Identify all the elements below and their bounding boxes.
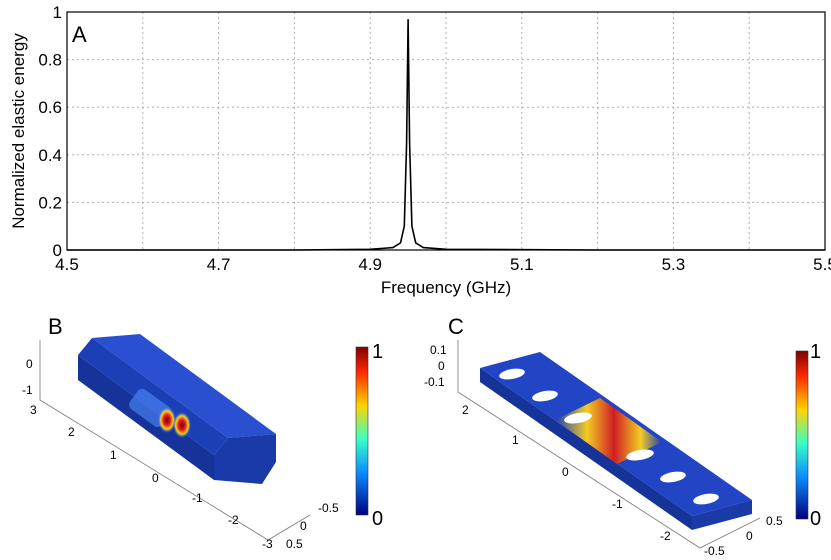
panel-b-colorbar <box>355 346 369 516</box>
panel-c-xtick: -0.5 <box>704 544 725 558</box>
y-tick-label: 1 <box>53 3 62 22</box>
panel-b-hotspot-left <box>158 407 176 433</box>
panel-c-hole <box>532 390 558 402</box>
panel-b-beam <box>78 334 276 484</box>
panel-c-beam <box>480 352 752 530</box>
y-tick-label: 0.6 <box>38 98 62 117</box>
panel-b-colorbar-max: 1 <box>372 341 383 363</box>
panel-a-chart: 0 0.2 0.4 0.6 0.8 1 4.5 4.7 4.9 5.1 5.3 5.5 A Frequ… <box>9 3 831 297</box>
panel-b-hotspot-right <box>173 412 191 438</box>
panel-b-tick-labels: 0 -1 3 2 1 0 -1 -2 -3 -0.5 0 0.5 <box>22 357 339 551</box>
panel-b-ytick: -2 <box>228 513 239 527</box>
panel-c-ytick: -2 <box>660 529 671 543</box>
panel-c-xtick: 0.5 <box>766 514 783 528</box>
x-tick-label: 5.1 <box>510 255 534 274</box>
x-tick-label: 5.5 <box>813 255 831 274</box>
panel-c-ytick: 2 <box>462 403 469 417</box>
panel-b-ytick: 0 <box>152 471 159 485</box>
panel-b-axes <box>39 340 311 541</box>
x-tick-label: 5.3 <box>662 255 686 274</box>
panel-c-xtick: 0 <box>746 529 753 543</box>
panel-c-label: C <box>448 314 464 339</box>
panel-c-hole <box>564 412 592 424</box>
panel-c-ztick: 0 <box>438 359 445 373</box>
y-tick-label: 0.4 <box>38 146 62 165</box>
x-axis-label: Frequency (GHz) <box>381 278 511 297</box>
y-tick-label: 0.2 <box>38 193 62 212</box>
panel-b-figure: B 0 -1 3 2 1 0 -1 -2 -3 -0.5 0 0.5 1 0 <box>22 314 383 551</box>
panel-b-colorbar-min: 0 <box>372 508 383 530</box>
panel-b-ytick: -3 <box>262 537 273 551</box>
panel-b-ytick: 3 <box>30 403 37 417</box>
panel-c-axes <box>457 340 761 549</box>
x-tick-label: 4.9 <box>358 255 382 274</box>
panel-c-ztick: 0.1 <box>430 343 447 357</box>
x-tick-label: 4.7 <box>207 255 231 274</box>
y-tick-label: 0 <box>53 241 62 260</box>
panel-c-colorbar-max: 1 <box>810 341 821 363</box>
panel-c-hole <box>626 449 654 461</box>
panel-b-label: B <box>48 314 63 339</box>
panel-a-grid <box>67 12 825 250</box>
panel-c-hole <box>693 493 719 505</box>
y-axis-label: Normalized elastic energy <box>9 33 28 229</box>
panel-b-ytick: -1 <box>192 491 203 505</box>
panel-a-ticks: 0 0.2 0.4 0.6 0.8 1 4.5 4.7 4.9 5.1 5.3 5.5 <box>38 3 831 274</box>
panel-c-ytick: 0 <box>562 465 569 479</box>
panel-b-ztick: 0 <box>26 357 33 371</box>
y-tick-label: 0.8 <box>38 51 62 70</box>
panel-b-ytick: 1 <box>110 448 117 462</box>
panel-c-ytick: -1 <box>612 497 623 511</box>
panel-c-hole <box>499 368 525 380</box>
panel-c-colorbar <box>795 350 809 520</box>
panel-c-ytick: 1 <box>512 433 519 447</box>
panel-c-hole <box>660 471 686 483</box>
panel-a-series-line <box>67 19 825 251</box>
panel-c-ztick: -0.1 <box>424 375 445 389</box>
panel-b-ztick: -1 <box>22 383 33 397</box>
panel-a-label: A <box>72 22 87 47</box>
panel-c-tick-labels: 0.1 0 -0.1 2 1 0 -1 -2 0.5 0 -0.5 <box>424 343 783 558</box>
panel-c-colorbar-min: 0 <box>810 508 821 530</box>
panel-b-xtick: 0.5 <box>286 537 303 551</box>
panel-c-figure: C 0.1 0 -0.1 2 1 0 -1 -2 0.5 0 -0.5 1 0 <box>424 314 821 558</box>
x-tick-label: 4.5 <box>55 255 79 274</box>
panel-b-ytick: 2 <box>68 425 75 439</box>
panel-b-xtick: -0.5 <box>318 501 339 515</box>
panel-b-xtick: 0 <box>300 519 307 533</box>
